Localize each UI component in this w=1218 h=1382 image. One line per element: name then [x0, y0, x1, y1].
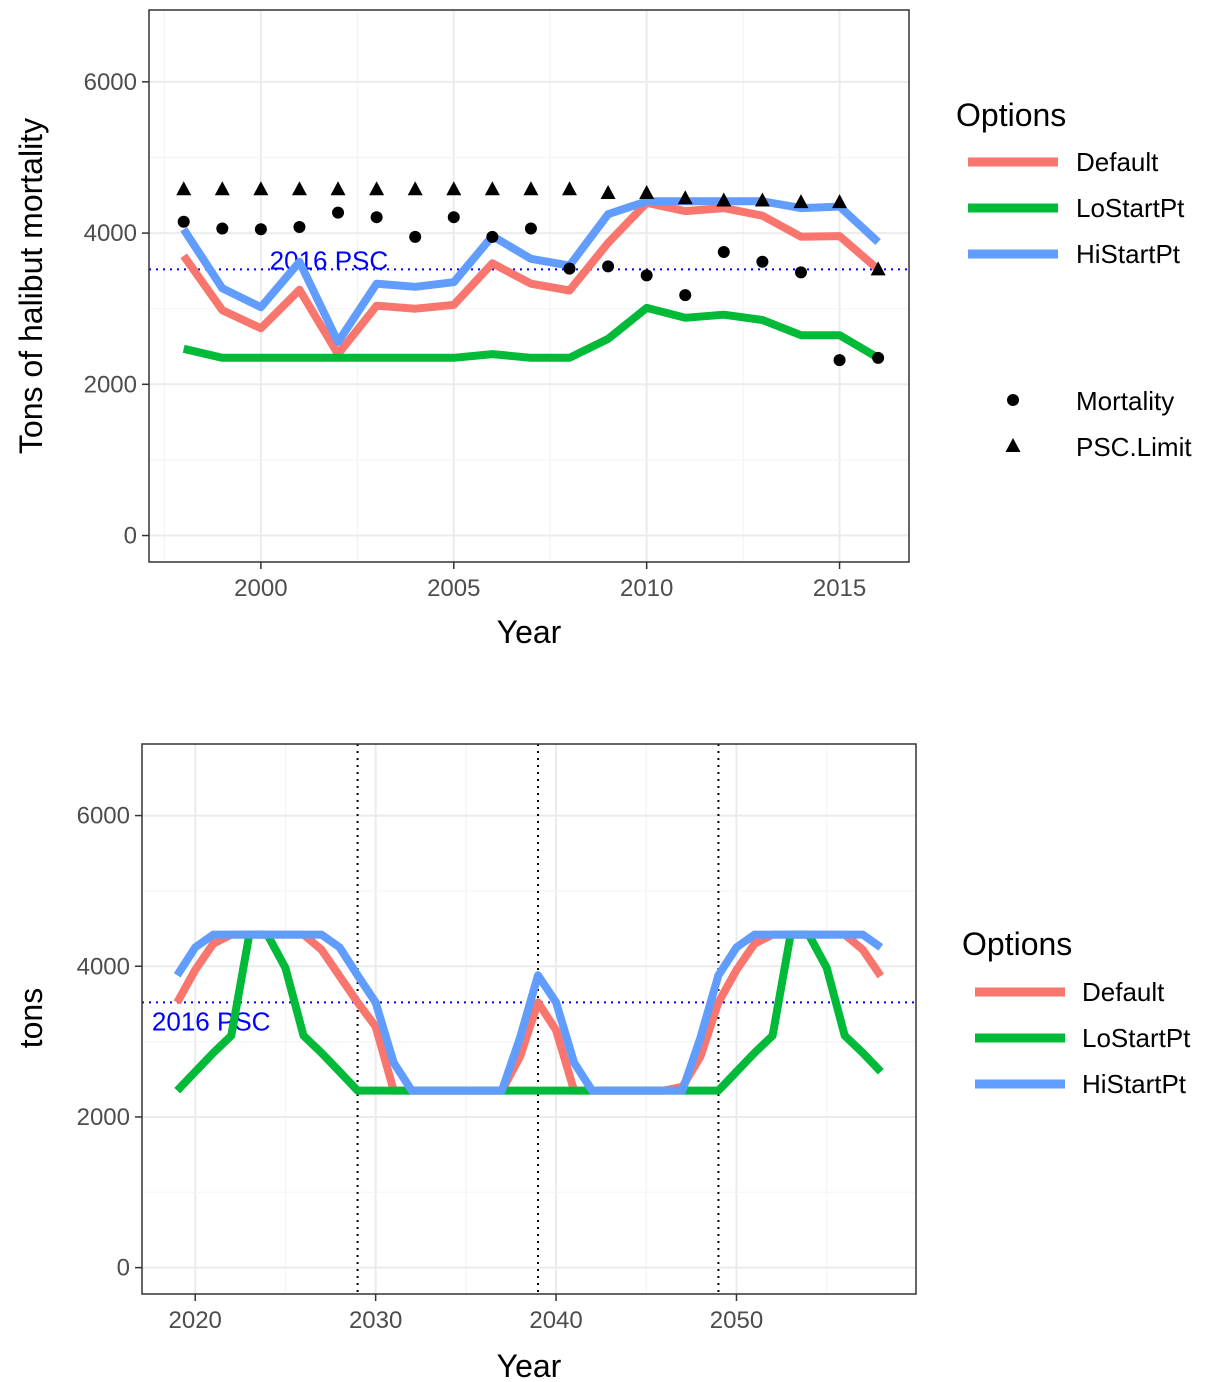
top-point-mortality — [717, 245, 730, 258]
bottom-x-axis-title: Year — [497, 1348, 562, 1382]
top-point-psc-limit — [176, 181, 192, 196]
top-point-mortality — [833, 354, 846, 367]
top-legend-item-psc-limit: PSC.Limit — [1005, 432, 1192, 462]
top-point-psc-limit — [291, 181, 307, 196]
bottom-period-dividers — [356, 744, 720, 1294]
bottom-psc-label: 2016 PSC — [152, 1006, 271, 1036]
top-point-mortality — [563, 262, 576, 275]
top-point-psc-limit — [523, 181, 539, 196]
top-legend-label-mortality: Mortality — [1076, 386, 1174, 416]
bottom-legend: Options Default LoStartPt HiStartPt — [962, 926, 1191, 1099]
bottom-y-tick-label: 2000 — [77, 1104, 130, 1131]
top-y-tick-label: 0 — [124, 523, 137, 550]
top-point-mortality — [679, 289, 692, 302]
top-point-psc-limit — [716, 192, 732, 207]
bottom-x-tick-label: 2050 — [710, 1307, 763, 1334]
top-point-mortality — [524, 222, 537, 235]
top-x-tick-label: 2005 — [427, 575, 480, 602]
top-point-psc-limit — [677, 190, 693, 205]
top-legend-key-mortality — [1007, 394, 1019, 406]
bottom-x-tick-label: 2040 — [529, 1307, 582, 1334]
top-point-psc-limit — [754, 192, 770, 207]
top-y-tick-label: 2000 — [84, 371, 137, 398]
top-point-psc-limit — [253, 181, 269, 196]
bottom-chart: 2016 PSC 2020 2030 2040 2050 0200040006000 … — [13, 743, 1191, 1382]
top-x-tick-label: 2015 — [813, 575, 866, 602]
top-legend-title: Options — [956, 97, 1066, 133]
top-point-psc-limit — [369, 181, 385, 196]
bottom-legend-label-default: Default — [1082, 977, 1165, 1007]
top-point-psc-limit — [214, 181, 230, 196]
top-point-mortality — [409, 230, 422, 243]
bottom-y-axis-ticks: 0 2000 4000 6000 — [77, 803, 142, 1282]
top-chart: 2016 PSC 2000 2005 2010 2015 0200040006000 … — [13, 9, 1192, 650]
top-point-psc-limit — [870, 261, 886, 276]
top-point-mortality — [486, 230, 499, 243]
top-legend-item-default: Default — [968, 147, 1159, 177]
top-legend: Options Default LoStartPt HiStartPt Mort… — [956, 97, 1192, 462]
top-y-tick-label: 6000 — [84, 69, 137, 96]
top-legend-item-lostartpt: LoStartPt — [968, 193, 1185, 223]
top-x-axis-title: Year — [497, 614, 562, 650]
top-y-tick-label: 4000 — [84, 220, 137, 247]
bottom-series-line-histartpt — [173, 930, 884, 1095]
bottom-series-lines — [173, 930, 885, 1095]
bottom-y-axis-title: tons — [13, 988, 49, 1048]
top-legend-label-histartpt: HiStartPt — [1076, 239, 1181, 269]
top-point-psc-limit — [793, 194, 809, 209]
top-x-axis-ticks: 2000 2005 2010 2015 — [234, 562, 866, 602]
top-legend-item-mortality: Mortality — [1007, 386, 1174, 416]
top-legend-label-psc-limit: PSC.Limit — [1076, 432, 1192, 462]
top-point-mortality — [293, 221, 306, 234]
top-point-mortality — [254, 223, 267, 236]
top-point-mortality — [794, 266, 807, 279]
bottom-y-tick-label: 6000 — [77, 803, 130, 830]
top-legend-label-lostartpt: LoStartPt — [1076, 193, 1185, 223]
top-point-mortality — [447, 211, 460, 224]
top-point-psc-limit — [639, 184, 655, 199]
top-legend-key-psc-limit — [1005, 438, 1021, 452]
top-point-mortality — [602, 260, 615, 273]
bottom-y-tick-label: 0 — [117, 1255, 130, 1282]
top-point-psc-limit — [407, 181, 423, 196]
top-point-psc-limit — [446, 181, 462, 196]
top-point-mortality — [640, 269, 653, 282]
top-series-line-default — [180, 198, 881, 359]
top-point-mortality — [216, 222, 229, 235]
bottom-legend-item-default: Default — [975, 977, 1165, 1007]
bottom-y-tick-label: 4000 — [77, 953, 130, 980]
top-gridlines — [149, 10, 909, 562]
top-point-mortality — [872, 351, 885, 364]
bottom-series-line-lostartpt — [174, 930, 884, 1095]
top-plot-border — [148, 9, 910, 563]
top-point-psc-limit — [484, 181, 500, 196]
bottom-legend-label-histartpt: HiStartPt — [1082, 1069, 1187, 1099]
bottom-x-tick-label: 2020 — [169, 1307, 222, 1334]
top-point-mortality — [177, 215, 190, 228]
top-y-axis-ticks: 0 2000 4000 6000 — [84, 69, 149, 550]
bottom-x-tick-label: 2030 — [349, 1307, 402, 1334]
top-point-psc-limit — [562, 181, 578, 196]
top-point-psc-limit — [600, 184, 616, 199]
top-x-tick-label: 2010 — [620, 575, 673, 602]
bottom-legend-item-histartpt: HiStartPt — [975, 1069, 1187, 1099]
top-point-mortality — [370, 211, 383, 224]
top-legend-label-default: Default — [1076, 147, 1159, 177]
top-point-mortality — [332, 206, 345, 219]
bottom-legend-label-lostartpt: LoStartPt — [1082, 1023, 1191, 1053]
bottom-gridlines — [142, 744, 916, 1294]
top-point-psc-limit — [832, 194, 848, 209]
top-data-points — [176, 181, 886, 367]
bottom-x-axis-ticks: 2020 2030 2040 2050 — [169, 1294, 763, 1334]
top-point-psc-limit — [330, 181, 346, 196]
top-point-mortality — [756, 255, 769, 268]
bottom-legend-title: Options — [962, 926, 1072, 962]
top-legend-item-histartpt: HiStartPt — [968, 239, 1181, 269]
bottom-plot-border — [141, 743, 917, 1295]
bottom-legend-item-lostartpt: LoStartPt — [975, 1023, 1191, 1053]
top-x-tick-label: 2000 — [234, 575, 287, 602]
top-y-axis-title: Tons of halibut mortality — [13, 118, 49, 454]
top-series-line-lostartpt — [182, 303, 881, 362]
